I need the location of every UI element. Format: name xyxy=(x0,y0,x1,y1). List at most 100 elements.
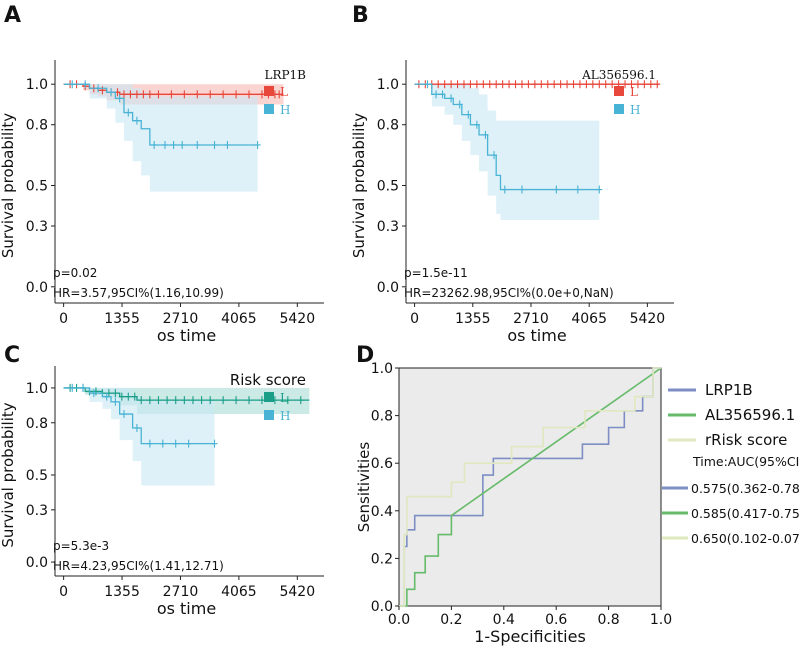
censor-mark xyxy=(172,396,179,405)
censor-mark xyxy=(112,389,119,398)
censor-mark xyxy=(95,84,102,93)
censor-mark xyxy=(125,392,132,401)
censor-mark xyxy=(486,80,493,89)
censor-mark xyxy=(467,80,474,89)
censor-mark xyxy=(164,396,171,405)
roc-curve-rrisk-score xyxy=(399,367,661,607)
censor-mark xyxy=(460,80,467,89)
censor-mark xyxy=(120,410,127,419)
y-tick-label: 0.3 xyxy=(377,219,399,235)
censor-mark xyxy=(538,80,545,89)
ci-band-h xyxy=(63,387,215,486)
x-tick-label: 0.8 xyxy=(597,612,619,628)
panel-label-d: D xyxy=(356,343,374,368)
legend-name: AL356596.1 xyxy=(705,406,795,424)
x-tick-label: 0 xyxy=(410,311,419,327)
censor-mark xyxy=(564,80,571,89)
censor-mark xyxy=(112,397,119,406)
legend-swatch-h xyxy=(264,104,274,114)
y-tick-label: 0.3 xyxy=(26,219,48,235)
censor-mark xyxy=(133,116,140,125)
censor-mark xyxy=(207,396,214,405)
x-tick-label: 1.0 xyxy=(650,612,672,628)
censor-mark xyxy=(596,80,603,89)
censor-mark xyxy=(441,80,448,89)
censor-mark xyxy=(211,439,218,448)
x-axis-label: os time xyxy=(507,326,566,345)
y-tick-label: 1.0 xyxy=(26,77,48,93)
x-tick-label: 0.0 xyxy=(388,612,410,628)
censor-mark xyxy=(609,80,616,89)
censor-mark xyxy=(131,392,138,401)
censor-mark xyxy=(108,88,115,97)
censor-mark xyxy=(570,80,577,89)
censor-mark xyxy=(654,80,661,89)
y-axis-label: Survival probability xyxy=(0,113,17,258)
y-axis-label: Survival probability xyxy=(350,113,368,258)
x-tick-label: 1355 xyxy=(455,311,491,327)
y-tick-label: 0.0 xyxy=(26,280,48,296)
censor-mark xyxy=(194,140,201,149)
censor-mark xyxy=(499,80,506,89)
censor-mark xyxy=(207,90,214,99)
censor-mark xyxy=(103,392,110,401)
hazard-ratio: HR=4.23,95CI%(1.41,12.71) xyxy=(53,559,224,573)
y-tick-label: 0.6 xyxy=(371,456,393,472)
auc-value: 0.585(0.417-0.754) xyxy=(691,506,800,521)
censor-mark xyxy=(553,185,560,194)
censor-mark xyxy=(224,140,231,149)
legend-title: LRP1B xyxy=(264,68,306,82)
censor-mark xyxy=(246,90,253,99)
censor-mark xyxy=(518,80,525,89)
survival-panel-b: 0.0 0.3 0.5 0.8 1.0 0 1355 2710 4065 5420 os time S… xyxy=(350,60,674,345)
p-value: p=0.02 xyxy=(53,266,97,280)
x-tick-label: 5420 xyxy=(279,584,315,600)
legend-label-l: L xyxy=(280,391,288,405)
y-tick-label: 0.0 xyxy=(26,555,48,571)
censor-mark xyxy=(185,439,192,448)
censor-mark xyxy=(557,80,564,89)
y-tick-label: 1.0 xyxy=(377,77,399,93)
censor-mark xyxy=(233,396,240,405)
censor-mark xyxy=(155,90,162,99)
censor-mark xyxy=(220,396,227,405)
km-curve-h xyxy=(414,83,600,191)
censor-mark xyxy=(473,80,480,89)
censor-mark xyxy=(140,90,147,99)
censor-mark xyxy=(622,80,629,89)
x-tick-label: 1355 xyxy=(104,311,140,327)
censor-mark xyxy=(246,396,253,405)
censor-mark xyxy=(518,185,525,194)
censor-mark xyxy=(159,439,166,448)
legend-swatch-l xyxy=(264,86,274,96)
censor-mark xyxy=(525,80,532,89)
x-tick-label: 2710 xyxy=(163,311,199,327)
censor-mark xyxy=(189,396,196,405)
x-tick-label: 4065 xyxy=(221,584,257,600)
censor-mark xyxy=(133,423,140,432)
censor-mark xyxy=(506,80,513,89)
p-value: p=1.5e-11 xyxy=(404,266,468,280)
censor-mark xyxy=(628,80,635,89)
censor-mark xyxy=(602,80,609,89)
censor-mark xyxy=(120,90,127,99)
x-axis-label: os time xyxy=(157,599,216,618)
censor-mark xyxy=(155,396,162,405)
censor-mark xyxy=(69,383,76,392)
survival-panels: 0.0 0.3 0.5 0.8 1.0 0 1355 2710 4065 5420 os time S… xyxy=(0,60,674,618)
ci-band-h xyxy=(63,84,258,192)
censor-mark xyxy=(69,80,76,89)
censor-mark xyxy=(596,185,603,194)
censor-mark xyxy=(211,140,218,149)
legend-name: rRisk score xyxy=(705,431,787,449)
legend-label-h: H xyxy=(630,103,640,117)
censor-mark xyxy=(531,80,538,89)
censor-mark xyxy=(424,80,431,89)
censor-mark xyxy=(448,80,455,89)
censor-mark xyxy=(583,80,590,89)
ci-band-h xyxy=(414,84,600,220)
y-tick-label: 0.0 xyxy=(371,599,393,615)
hazard-ratio: HR=3.57,95CI%(1.16,10.99) xyxy=(53,286,224,300)
censor-mark xyxy=(574,185,581,194)
